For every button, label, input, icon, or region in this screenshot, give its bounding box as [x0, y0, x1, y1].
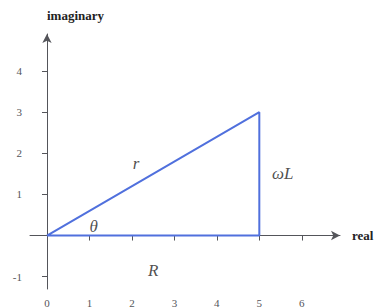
svg-text:R: R: [147, 261, 159, 280]
svg-text:ωL: ωL: [272, 164, 293, 183]
svg-text:6: 6: [299, 297, 305, 308]
svg-text:1: 1: [17, 188, 23, 200]
svg-text:4: 4: [17, 65, 23, 77]
svg-text:r: r: [133, 154, 140, 173]
svg-text:5: 5: [257, 297, 263, 308]
svg-text:1: 1: [87, 297, 93, 308]
svg-text:2: 2: [17, 147, 23, 159]
svg-text:real: real: [352, 228, 374, 243]
svg-text:3: 3: [172, 297, 178, 308]
svg-text:imaginary: imaginary: [47, 8, 105, 23]
svg-text:-1: -1: [13, 271, 22, 283]
svg-text:3: 3: [17, 106, 23, 118]
svg-text:0: 0: [44, 297, 50, 308]
svg-text:4: 4: [214, 297, 220, 308]
svg-text:θ: θ: [90, 217, 98, 236]
svg-text:2: 2: [129, 297, 135, 308]
